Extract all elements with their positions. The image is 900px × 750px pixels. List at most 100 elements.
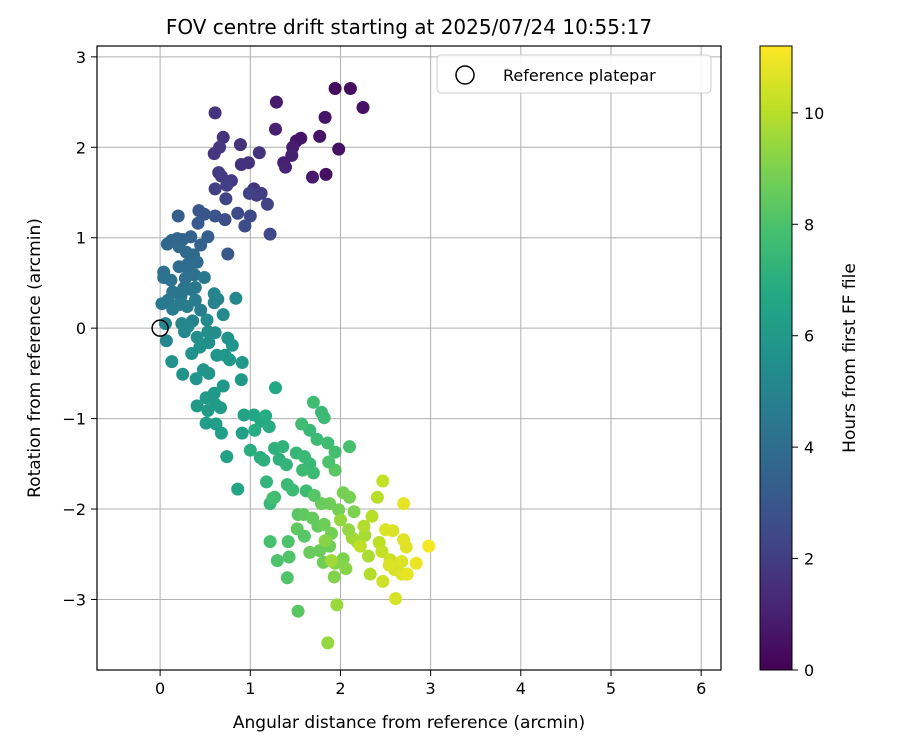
data-point [328, 82, 342, 95]
data-point [223, 353, 237, 367]
colorbar-tick-label: 8 [804, 215, 814, 234]
data-point [248, 423, 262, 437]
y-tick-label: −1 [62, 410, 86, 429]
data-point [266, 491, 280, 505]
y-axis-label: Rotation from reference (arcmin) [25, 218, 45, 498]
data-point [322, 455, 336, 469]
data-point [179, 245, 193, 259]
legend-label: Reference platepar [503, 66, 656, 85]
data-point [181, 319, 195, 333]
data-point [297, 529, 311, 543]
data-point [286, 483, 300, 497]
data-point [389, 592, 402, 606]
data-point [263, 535, 277, 549]
data-point [213, 140, 227, 154]
x-tick-label: 3 [426, 679, 436, 698]
y-axis-ticks: −3 −2 −1 0 1 2 3 [62, 48, 97, 609]
data-point [318, 110, 332, 124]
data-point [221, 247, 235, 261]
data-point [233, 138, 247, 152]
data-point [395, 555, 409, 568]
data-point [242, 186, 256, 200]
data-point [197, 207, 211, 221]
data-point [254, 186, 268, 200]
data-point [318, 534, 332, 548]
data-point [382, 558, 396, 572]
x-axis-ticks: 0 1 2 3 4 5 6 [155, 670, 706, 698]
data-point [216, 130, 230, 144]
data-point [219, 192, 233, 206]
legend-open-circle-icon [455, 65, 475, 85]
data-point [243, 443, 257, 457]
data-point [199, 416, 213, 430]
data-point [397, 497, 411, 511]
data-point [187, 268, 201, 282]
data-point [172, 260, 186, 274]
data-point [257, 453, 271, 467]
data-point [262, 420, 276, 434]
data-point [214, 401, 227, 415]
data-point [269, 381, 282, 395]
colorbar-ticks: 0 2 4 6 8 10 [792, 104, 824, 680]
colorbar-tick-label: 2 [804, 550, 814, 569]
data-point [422, 539, 436, 553]
colorbar-label: Hours from first FF file [840, 263, 860, 453]
data-point [231, 206, 245, 220]
data-point [171, 209, 185, 223]
data-point [234, 158, 248, 171]
data-point [214, 426, 228, 440]
x-tick-label: 6 [696, 679, 706, 698]
data-point [218, 213, 232, 227]
x-tick-label: 5 [606, 679, 616, 698]
data-point [208, 326, 222, 340]
data-point [353, 539, 367, 553]
data-point [220, 450, 234, 464]
data-point [194, 238, 208, 252]
data-point [279, 458, 293, 472]
data-point [409, 556, 423, 570]
data-point [216, 379, 230, 393]
legend-box [436, 54, 712, 94]
data-point [321, 436, 335, 450]
chart-title: FOV centre drift starting at 2025/07/24 … [166, 15, 652, 39]
data-point [276, 440, 290, 454]
data-point [321, 636, 335, 650]
data-point [164, 273, 178, 287]
data-point [347, 505, 361, 519]
data-point [260, 475, 273, 489]
data-point [397, 533, 411, 547]
data-point [235, 356, 249, 369]
data-point [342, 523, 356, 537]
data-point [225, 338, 239, 352]
data-point [208, 182, 222, 196]
x-tick-label: 2 [335, 679, 345, 698]
y-tick-label: 0 [76, 319, 86, 338]
x-tick-label: 4 [516, 679, 526, 698]
data-point [400, 567, 414, 581]
data-point [259, 409, 273, 423]
data-point [295, 417, 309, 431]
colorbar-gradient [759, 45, 793, 671]
colorbar-tick-label: 10 [804, 104, 824, 123]
data-point [200, 313, 214, 327]
data-point [330, 598, 344, 612]
data-point [263, 227, 277, 241]
data-point [370, 490, 384, 504]
colorbar: 0 2 4 6 8 10 Hours from first FF file [759, 45, 860, 680]
data-point [208, 106, 222, 120]
data-point [238, 219, 252, 233]
legend: Reference platepar [436, 54, 712, 94]
data-point [159, 334, 173, 348]
colorbar-tick-label: 4 [804, 438, 814, 457]
data-point [343, 440, 356, 454]
data-point [216, 308, 230, 322]
data-point [252, 146, 266, 160]
data-point [188, 293, 202, 307]
y-tick-label: 2 [76, 138, 86, 157]
data-point [202, 366, 216, 380]
data-point [191, 216, 205, 230]
data-point [343, 490, 356, 504]
data-point [229, 291, 243, 305]
data-point [327, 570, 341, 584]
data-point [190, 330, 204, 344]
